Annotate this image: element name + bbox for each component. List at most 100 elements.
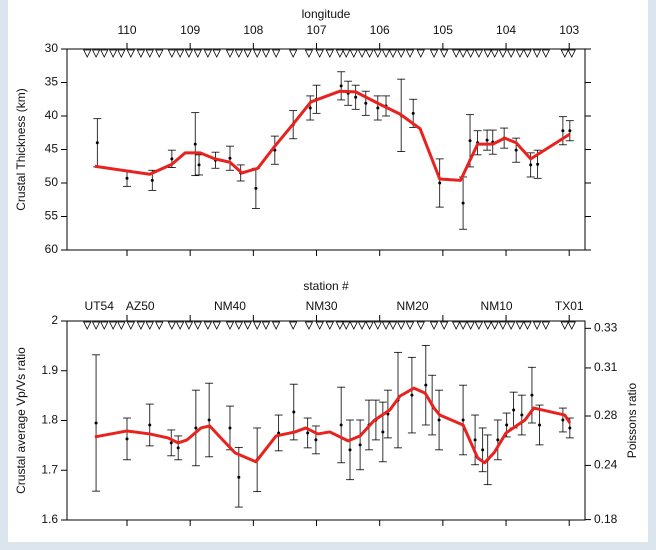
- data-point: [568, 129, 572, 133]
- data-point: [339, 423, 343, 427]
- station-marker: [315, 321, 324, 330]
- station-marker: [108, 321, 118, 330]
- station-label: NM10: [481, 299, 513, 313]
- x-axis-title: longitude: [302, 7, 351, 21]
- station-marker: [184, 49, 194, 58]
- station-marker: [474, 321, 484, 330]
- station-marker: [304, 321, 314, 330]
- x-tick-label: 106: [370, 23, 390, 37]
- data-point: [169, 441, 173, 445]
- plot-frame: [66, 48, 586, 251]
- data-point: [381, 430, 385, 434]
- data-point: [148, 423, 152, 427]
- data-point: [514, 148, 518, 152]
- station-marker: [252, 49, 262, 58]
- station-label: NM30: [306, 299, 338, 313]
- station-marker: [429, 321, 439, 330]
- data-point: [536, 162, 540, 166]
- station-marker: [567, 321, 576, 330]
- station-marker: [397, 321, 406, 330]
- y-tick-label: 60: [45, 242, 59, 256]
- station-marker: [349, 49, 358, 58]
- station-marker: [155, 49, 164, 58]
- station-marker: [506, 49, 516, 58]
- station-marker: [289, 49, 298, 58]
- station-marker: [136, 321, 146, 330]
- y2-tick-label: 0.18: [594, 512, 618, 526]
- station-marker: [466, 321, 475, 330]
- y-tick-label: 1.9: [41, 363, 58, 377]
- station-marker: [523, 49, 532, 58]
- station-marker: [83, 321, 92, 330]
- station-marker: [416, 321, 425, 330]
- station-marker: [498, 321, 508, 330]
- station-marker: [325, 49, 334, 58]
- y2-tick-label: 0.31: [594, 360, 618, 374]
- y-axis-title: Crustal Thickness (km): [14, 88, 28, 210]
- station-marker: [203, 321, 213, 330]
- station-marker: [83, 49, 92, 58]
- station-marker: [397, 49, 406, 58]
- station-marker: [325, 321, 334, 330]
- data-point: [505, 423, 509, 427]
- data-point: [197, 163, 201, 167]
- y2-tick-label: 0.24: [594, 458, 618, 472]
- station-marker: [145, 49, 154, 58]
- station-marker: [349, 321, 358, 330]
- figure-sheet: [8, 0, 648, 542]
- station-marker: [560, 321, 569, 330]
- station-marker: [429, 49, 439, 58]
- station-marker: [357, 321, 367, 330]
- y-tick-label: 55: [45, 209, 59, 223]
- data-point: [468, 139, 472, 143]
- station-marker: [261, 49, 271, 58]
- y2-tick-label: 0.28: [594, 408, 618, 422]
- data-point: [530, 393, 534, 397]
- data-point: [176, 446, 180, 450]
- station-marker: [108, 49, 118, 58]
- data-point: [194, 426, 198, 430]
- data-point: [237, 475, 241, 479]
- station-marker: [357, 49, 367, 58]
- data-point: [193, 142, 197, 146]
- data-point: [348, 448, 352, 452]
- station-marker: [388, 321, 398, 330]
- station-marker: [175, 49, 185, 58]
- y-tick-label: 2: [51, 313, 58, 327]
- data-point: [364, 101, 368, 105]
- station-label: AZ50: [126, 299, 155, 313]
- data-point: [512, 408, 516, 412]
- station-marker: [458, 321, 468, 330]
- station-marker: [261, 321, 271, 330]
- data-point: [411, 111, 415, 115]
- y-tick-label: 1.7: [41, 462, 58, 476]
- data-point: [125, 176, 129, 180]
- station-marker: [388, 49, 398, 58]
- data-point: [314, 438, 318, 442]
- x-tick-label: 109: [180, 23, 200, 37]
- data-point: [481, 448, 485, 452]
- station-marker: [365, 49, 374, 58]
- station-label: NM20: [397, 299, 429, 313]
- station-marker: [523, 321, 532, 330]
- data-point: [354, 95, 358, 99]
- station-marker: [203, 49, 213, 58]
- x-tick-label: 108: [243, 23, 263, 37]
- station-marker: [506, 321, 516, 330]
- station-marker: [405, 49, 415, 58]
- plot-frame: [66, 320, 586, 521]
- data-point: [94, 421, 98, 425]
- data-point: [339, 84, 343, 88]
- station-marker: [483, 49, 492, 58]
- station-marker: [381, 49, 391, 58]
- data-point: [125, 437, 129, 441]
- data-point: [358, 443, 362, 447]
- station-marker: [234, 49, 243, 58]
- x-tick-label: 107: [307, 23, 327, 37]
- y-tick-label: 35: [45, 75, 59, 89]
- station-marker: [243, 49, 252, 58]
- data-point: [461, 418, 465, 422]
- data-point: [520, 413, 524, 417]
